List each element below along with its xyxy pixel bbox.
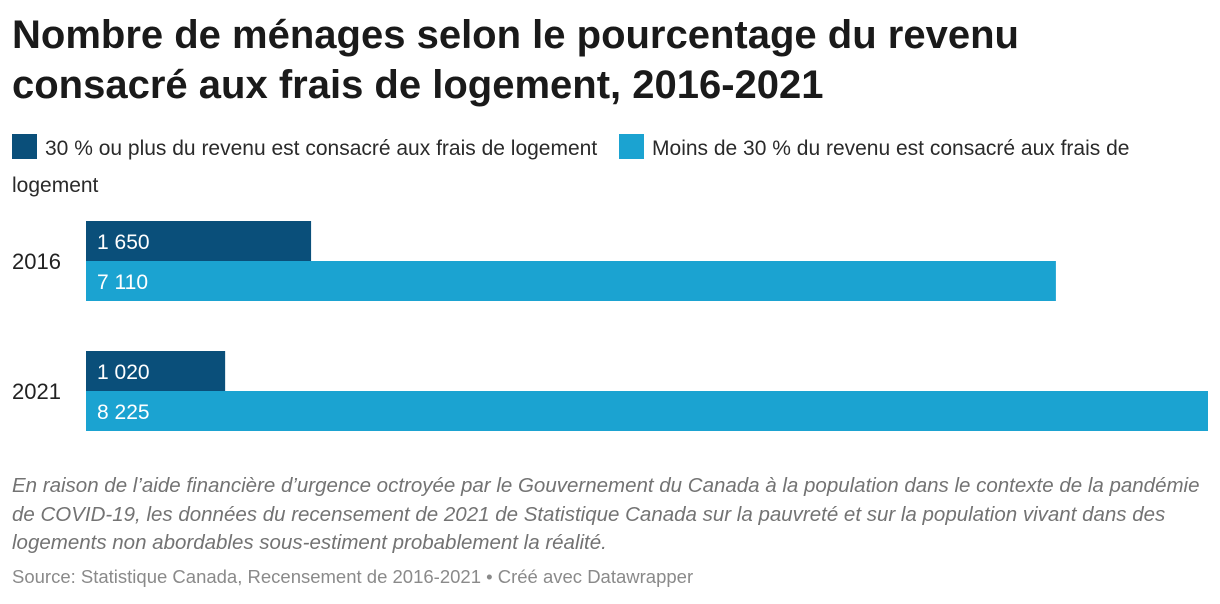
chart-title: Nombre de ménages selon le pourcentage d… — [12, 13, 1019, 107]
legend-item-under-30: Moins de 30 % du revenu est consacré aux… — [12, 134, 1130, 197]
data-label-2016-series-2: 7 110 — [97, 271, 148, 294]
bar-2016-series-2 — [86, 261, 1056, 301]
category-label-2021: 2021 — [12, 379, 61, 404]
legend-item-30-plus: 30 % ou plus du revenu est consacré aux … — [12, 134, 598, 160]
bar-2016-series-1 — [86, 221, 312, 261]
legend-label-30-plus: 30 % ou plus du revenu est consacré aux … — [45, 137, 598, 160]
bar-2021-series-2 — [86, 391, 1208, 431]
chart-note: En raison de l’aide financière d’urgence… — [12, 474, 1200, 554]
data-label-2021-series-1: 1 020 — [97, 361, 150, 384]
data-label-2016-series-1: 1 650 — [97, 231, 150, 254]
legend-swatch-under-30 — [619, 134, 645, 159]
data-label-2021-series-2: 8 225 — [97, 401, 150, 424]
legend-swatch-30-plus — [12, 134, 37, 159]
legend: 30 % ou plus du revenu est consacré aux … — [12, 130, 1207, 204]
category-label-2016: 2016 — [12, 249, 61, 274]
legend-label-under-30: Moins de 30 % du revenu est consacré aux… — [12, 137, 1130, 197]
bar-2021-series-1 — [86, 351, 226, 391]
chart-source: Source: Statistique Canada, Recensement … — [12, 566, 694, 587]
bar-chart: 2016 1 650 7 110 2021 1 020 8 225 — [12, 221, 1208, 431]
